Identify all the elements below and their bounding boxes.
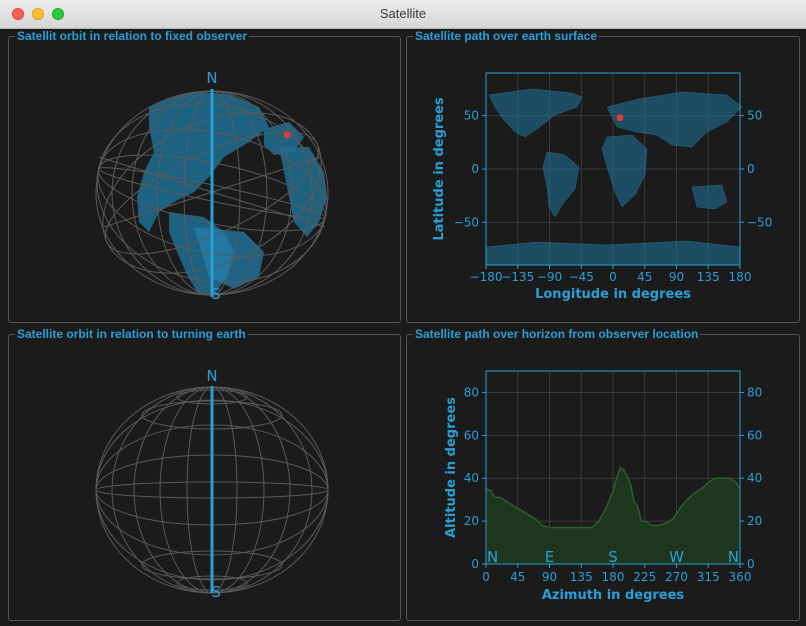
turning-earth-globe[interactable]: N S [9, 335, 400, 620]
x-axis-label: Azimuth in degrees [542, 588, 685, 603]
x-tick-label: 360 [729, 570, 752, 584]
x-tick-label: 0 [609, 270, 617, 284]
y-tick-label: 40 [464, 471, 479, 485]
horizon-panel-title: Satellite path over horizon from observe… [413, 327, 701, 341]
y-tick-label-right: 20 [747, 514, 762, 528]
y-tick-label: 0 [471, 162, 479, 176]
compass-label: N [728, 548, 739, 566]
horizon-panel: Satellite path over horizon from observe… [406, 327, 800, 621]
close-window-button[interactable] [12, 8, 24, 20]
y-tick-label: 50 [464, 109, 479, 123]
y-axis-label: Latitude in degrees [432, 97, 447, 241]
compass-label: N [487, 548, 498, 566]
plot-frame [485, 72, 741, 266]
y-tick-label-right: 0 [747, 162, 755, 176]
minimize-window-button[interactable] [32, 8, 44, 20]
y-tick-label-right: 50 [747, 109, 762, 123]
satellite-position-point [616, 114, 624, 122]
y-tick-label-right: 80 [747, 385, 762, 399]
compass-label: S [608, 548, 618, 566]
x-tick-label: 225 [633, 570, 656, 584]
world-map [485, 88, 743, 266]
satellite-marker [283, 131, 291, 139]
ground-track-panel-title: Satellite path over earth surface [413, 29, 600, 43]
x-tick-label: 315 [697, 570, 720, 584]
x-tick-label: 90 [669, 270, 684, 284]
x-tick-label: 0 [482, 570, 490, 584]
y-tick-label-right: 0 [747, 557, 755, 571]
fixed-observer-panel-title: Satellit orbit in relation to fixed obse… [15, 29, 250, 43]
y-tick-label: 80 [464, 385, 479, 399]
north-label: N [206, 367, 217, 385]
x-tick-label: −135 [501, 270, 534, 284]
x-tick-label: −90 [537, 270, 562, 284]
x-axis-label: Longitude in degrees [535, 287, 691, 302]
y-axis-label: Altitude in degrees [444, 397, 459, 538]
x-tick-label: −45 [569, 270, 594, 284]
x-tick-label: 45 [510, 570, 525, 584]
x-tick-label: 180 [729, 270, 752, 284]
x-tick-label: 45 [637, 270, 652, 284]
title-bar[interactable]: Satellite [0, 0, 806, 29]
fixed-observer-panel: Satellit orbit in relation to fixed obse… [8, 29, 401, 323]
south-label: S [211, 285, 221, 303]
south-label: S [211, 583, 221, 601]
compass-label: E [545, 548, 554, 566]
x-tick-label: 135 [570, 570, 593, 584]
altitude-area [486, 467, 740, 564]
y-tick-label: −50 [454, 215, 479, 229]
north-label: N [206, 69, 217, 87]
fixed-observer-globe[interactable]: N S [9, 37, 400, 322]
turning-earth-panel-title: Satellite orbit in relation to turning e… [15, 327, 248, 341]
zoom-window-button[interactable] [52, 8, 64, 20]
ground-track-panel: Satellite path over earth surface −180 −1… [406, 29, 800, 323]
y-tick-label: 20 [464, 514, 479, 528]
x-tick-label: −180 [470, 270, 503, 284]
y-tick-label-right: −50 [747, 215, 772, 229]
plot-frame [485, 370, 741, 565]
y-tick-label: 60 [464, 428, 479, 442]
turning-earth-panel: Satellite orbit in relation to turning e… [8, 327, 401, 621]
x-tick-label: 90 [542, 570, 557, 584]
y-tick-label-right: 60 [747, 428, 762, 442]
compass-label: W [669, 548, 684, 566]
ground-track-chart[interactable]: −180−135 −90 −45 0 45 90 135 180 −50 −50 0 0 50 50 Lon… [407, 37, 799, 322]
x-tick-label: 180 [602, 570, 625, 584]
x-tick-label: 270 [665, 570, 688, 584]
x-tick-label: 135 [697, 270, 720, 284]
window-title: Satellite [379, 6, 427, 21]
y-tick-label-right: 40 [747, 471, 762, 485]
altitude-line [485, 466, 741, 529]
y-tick-label: 0 [471, 557, 479, 571]
